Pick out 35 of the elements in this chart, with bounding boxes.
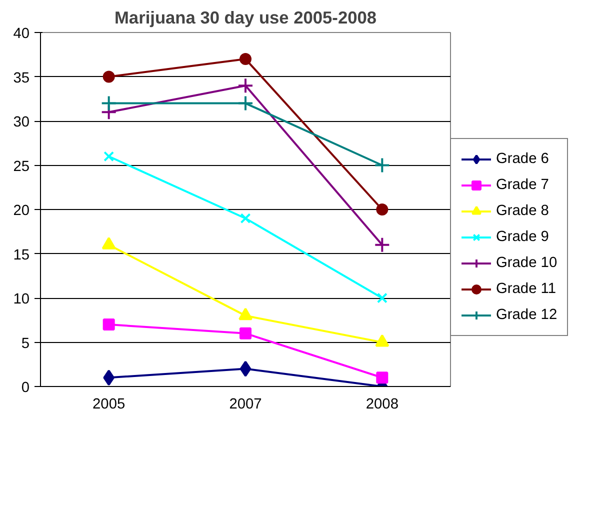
point bbox=[100, 95, 117, 112]
legend-label: Grade 8 bbox=[496, 203, 549, 219]
point bbox=[240, 327, 252, 340]
y-tick-label: 40 bbox=[13, 26, 30, 42]
point bbox=[374, 157, 390, 174]
legend-label: Grade 11 bbox=[496, 281, 556, 297]
legend-label: Grade 6 bbox=[496, 151, 549, 167]
y-tick-label: 5 bbox=[21, 336, 30, 352]
y-tick-label: 10 bbox=[13, 292, 30, 308]
point bbox=[374, 236, 390, 253]
y-tick-label: 25 bbox=[13, 158, 30, 175]
point bbox=[102, 70, 115, 83]
x-tick-label: 2005 bbox=[92, 396, 126, 412]
point bbox=[240, 360, 252, 377]
point bbox=[238, 78, 254, 94]
legend-label: Grade 7 bbox=[496, 177, 549, 193]
y-tick-label: 20 bbox=[13, 203, 30, 219]
point bbox=[240, 213, 251, 224]
point bbox=[376, 292, 388, 304]
point bbox=[376, 204, 388, 216]
y-tick-label: 15 bbox=[13, 247, 30, 264]
legend-label: Grade 10 bbox=[496, 255, 558, 271]
point bbox=[104, 151, 114, 162]
legend-label: Grade 9 bbox=[496, 229, 549, 245]
legend-label: Grade 12 bbox=[496, 307, 558, 323]
point bbox=[102, 318, 115, 331]
point bbox=[240, 53, 252, 66]
point bbox=[376, 372, 388, 384]
y-tick-label: 30 bbox=[13, 114, 30, 130]
y-tick-label: 35 bbox=[13, 70, 30, 86]
y-tick-label: 0 bbox=[21, 380, 30, 396]
point bbox=[238, 95, 254, 112]
x-tick-label: 2007 bbox=[229, 396, 262, 412]
x-tick-label: 2008 bbox=[366, 396, 398, 412]
chart-title: Marijuana 30 day use 2005-2008 bbox=[114, 8, 377, 28]
